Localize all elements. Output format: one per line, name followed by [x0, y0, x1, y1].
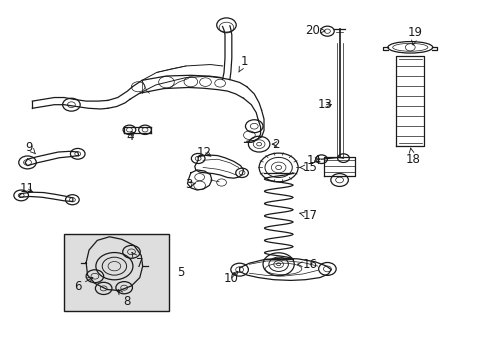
Text: 10: 10 — [223, 271, 238, 285]
Text: 6: 6 — [74, 278, 93, 293]
Text: 19: 19 — [407, 27, 422, 45]
Text: 20: 20 — [305, 24, 325, 37]
Text: 14: 14 — [306, 154, 321, 167]
Text: 2: 2 — [272, 138, 279, 150]
Text: 13: 13 — [317, 98, 332, 111]
Text: 1: 1 — [238, 55, 248, 72]
Text: 18: 18 — [405, 148, 419, 166]
Text: 12: 12 — [197, 145, 212, 158]
Text: 3: 3 — [184, 178, 195, 191]
Text: 9: 9 — [25, 140, 36, 154]
Text: 17: 17 — [299, 210, 317, 222]
FancyBboxPatch shape — [64, 234, 168, 311]
Text: 11: 11 — [20, 182, 35, 195]
Text: 15: 15 — [299, 161, 317, 174]
Text: 5: 5 — [177, 266, 184, 279]
Text: 8: 8 — [118, 289, 130, 309]
Text: 7: 7 — [132, 252, 143, 270]
Text: 16: 16 — [297, 258, 317, 271]
Text: 4: 4 — [126, 130, 134, 144]
